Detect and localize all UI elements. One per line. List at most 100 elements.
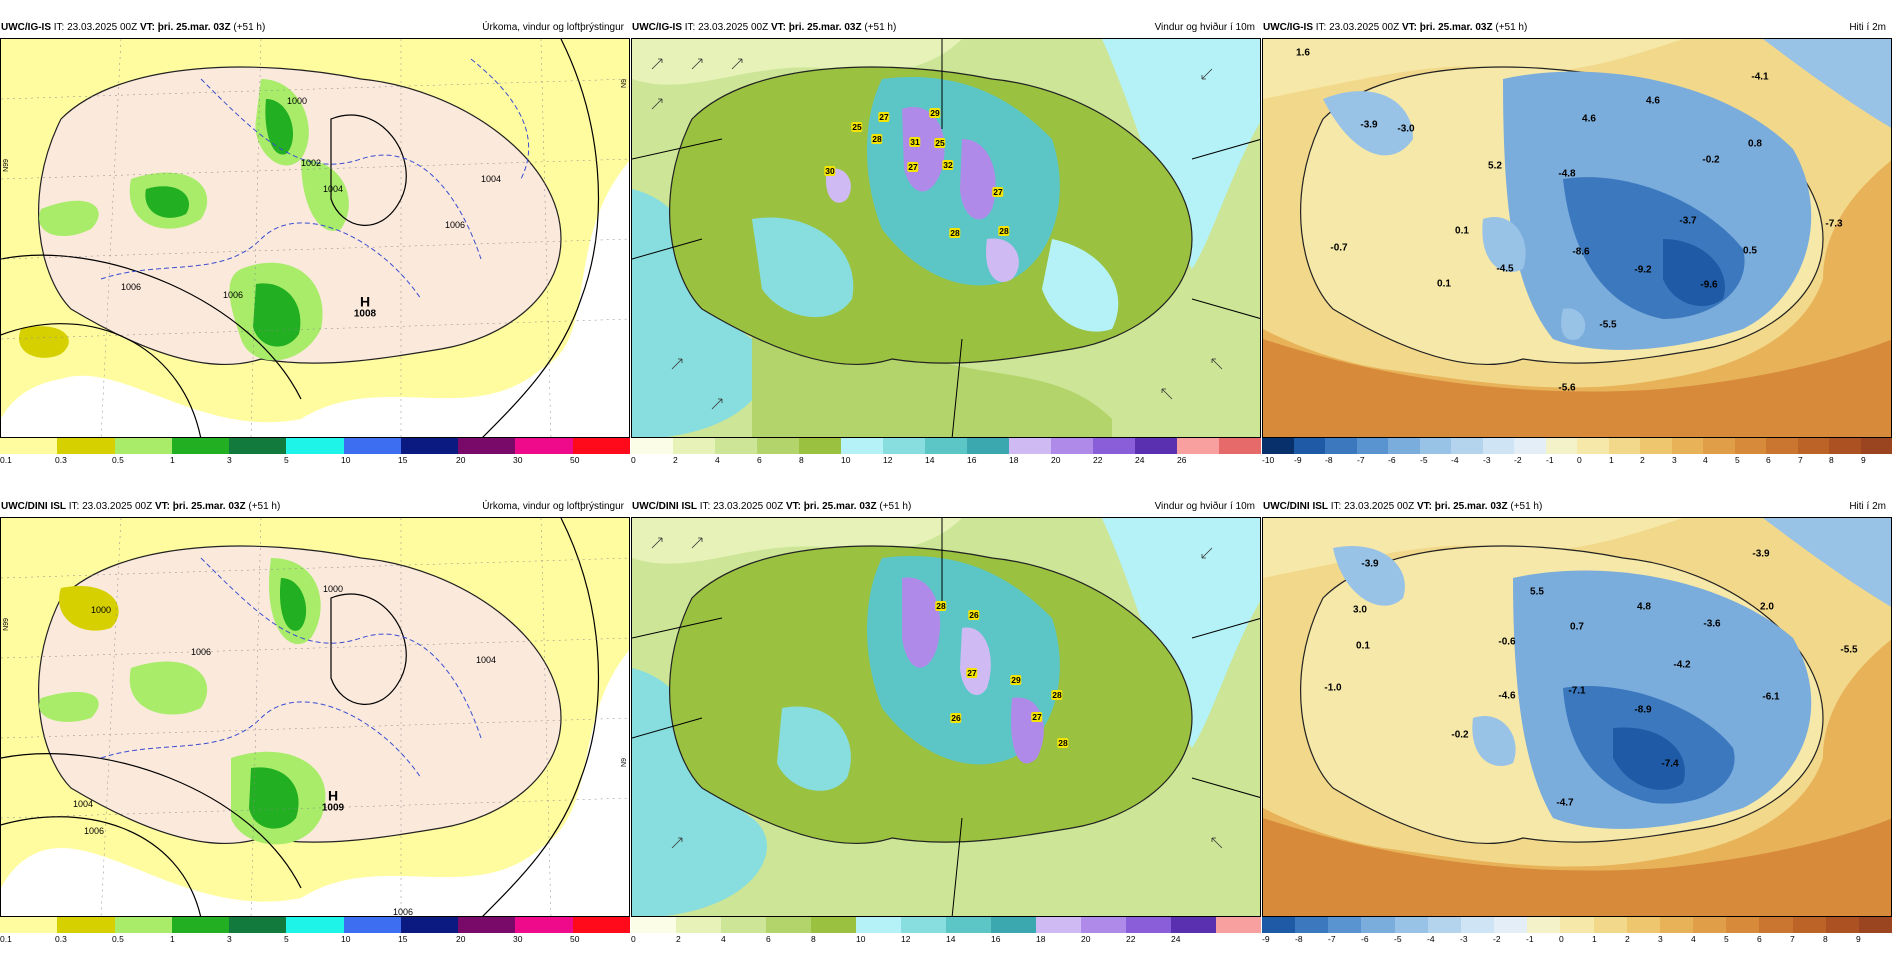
colorbar-swatches: [631, 438, 1261, 454]
vt-label: VT:: [1401, 22, 1417, 33]
cb-swatch: [1460, 917, 1495, 933]
vt-label: VT:: [154, 501, 170, 512]
cb-label: 7: [1790, 934, 1795, 944]
header-left: UWC/DINI ISL IT: 23.03.2025 00Z VT: þri.…: [1263, 497, 1542, 517]
cb-swatch: [721, 917, 766, 933]
gust-label: 27: [907, 162, 919, 172]
gust-label: 27: [1031, 712, 1043, 722]
cb-swatch: [883, 438, 925, 454]
cb-label: 22: [1126, 934, 1136, 944]
cb-swatch: [673, 438, 715, 454]
temp-label: -0.2: [1451, 729, 1469, 741]
it-label: IT:: [68, 501, 80, 512]
temp-label: -4.2: [1673, 659, 1691, 671]
cb-label: 10: [856, 934, 866, 944]
cb-label: 2: [673, 455, 678, 465]
cb-label: 5: [1724, 934, 1729, 944]
cb-label: -4: [1427, 934, 1435, 944]
panel-title: Úrkoma, vindur og loftþrýstingur: [482, 22, 624, 33]
isobar-label: 1002: [300, 158, 322, 168]
cb-swatch: [631, 917, 676, 933]
vt-label: VT:: [139, 22, 155, 33]
it-value: 23.03.2025 00Z: [1329, 22, 1400, 33]
temp-map: 1.6 -4.1 -3.9 -3.0 4.6 4.6 0.8 5.2 -4.8 …: [1262, 38, 1892, 438]
cb-label: -4: [1451, 455, 1459, 465]
gust-label: 28: [998, 226, 1010, 236]
cb-label: 1: [170, 455, 175, 465]
panel-header: UWC/DINI ISL IT: 23.03.2025 00Z VT: þri.…: [1262, 497, 1892, 517]
wind-map: 25 27 29 28 31 25 30 27 32 27 28 28: [631, 38, 1261, 438]
temp-label: 3.0: [1353, 604, 1367, 616]
vt-label: VT:: [770, 22, 786, 33]
cb-swatch: [114, 917, 172, 933]
cb-swatch: [925, 438, 967, 454]
precip-map-svg: [1, 39, 629, 437]
cb-swatch: [991, 917, 1036, 933]
precip-map: H 1009 1000 1000 1004 1004 1006 1006 100…: [0, 517, 630, 917]
model-name: UWC/DINI ISL: [1263, 501, 1328, 512]
cb-label: 18: [1009, 455, 1019, 465]
panel-bottom-temp: UWC/DINI ISL IT: 23.03.2025 00Z VT: þri.…: [1262, 497, 1892, 957]
temp-map-svg: [1263, 518, 1891, 916]
cb-label: 16: [991, 934, 1001, 944]
cb-swatch: [458, 438, 516, 454]
cb-label: 1: [1609, 455, 1614, 465]
cb-label: 50: [570, 934, 580, 944]
colorbar-swatches: [0, 917, 630, 933]
cb-label: 14: [925, 455, 935, 465]
header-left: UWC/DINI ISL IT: 23.03.2025 00Z VT: þri.…: [1, 497, 280, 517]
cb-swatch: [946, 917, 991, 933]
high-pressure-center: H 1008: [354, 294, 376, 319]
lead-time: (+51 h): [233, 22, 266, 33]
cb-label: 20: [1081, 934, 1091, 944]
cb-swatch: [1394, 917, 1428, 933]
temp-label: -0.6: [1498, 636, 1516, 648]
cb-swatch: [1514, 438, 1546, 454]
cb-swatch: [1797, 438, 1829, 454]
vt-label: VT:: [785, 501, 801, 512]
cb-swatch: [1608, 438, 1640, 454]
high-pressure-value: 1008: [353, 308, 377, 320]
cb-swatch: [0, 917, 58, 933]
temp-colorbar: -10 -9 -8 -7 -6 -5 -4 -3 -2 -1 0 1 2 3 4…: [1262, 438, 1892, 470]
cb-label: 12: [883, 455, 893, 465]
vt-value: þri. 25.mar. 03Z: [788, 22, 862, 33]
cb-swatch: [841, 438, 883, 454]
cb-swatch: [1216, 917, 1261, 933]
cb-swatch: [766, 917, 811, 933]
panel-top-temp: UWC/IG-IS IT: 23.03.2025 00Z VT: þri. 25…: [1262, 18, 1892, 478]
cb-label: -7: [1328, 934, 1336, 944]
temp-label: -3.0: [1397, 123, 1415, 135]
colorbar-labels: -9 -8 -7 -6 -5 -4 -3 -2 -1 0 1 2 3 4 5 6…: [1262, 934, 1892, 946]
panel-title: Vindur og hviður í 10m: [1154, 501, 1255, 512]
colorbar-labels: 0.1 0.3 0.5 1 3 5 10 15 20 30 50: [0, 455, 630, 467]
cb-label: 8: [1823, 934, 1828, 944]
vt-value: þri. 25.mar. 03Z: [1419, 22, 1493, 33]
temp-label: -5.5: [1599, 319, 1617, 331]
lead-time: (+51 h): [248, 501, 281, 512]
high-letter: H: [327, 787, 339, 804]
cb-label: 15: [398, 934, 408, 944]
vt-value: þri. 25.mar. 03Z: [172, 501, 246, 512]
temp-label: -7.4: [1661, 758, 1679, 770]
temp-label: -9.2: [1634, 264, 1652, 276]
it-value: 23.03.2025 00Z: [1344, 501, 1415, 512]
cb-swatch: [1328, 917, 1362, 933]
colorbar-labels: -10 -9 -8 -7 -6 -5 -4 -3 -2 -1 0 1 2 3 4…: [1262, 455, 1892, 467]
high-pressure-center: H 1009: [322, 788, 344, 813]
isobar-label: 1006: [83, 826, 105, 836]
temp-label: -3.9: [1361, 558, 1379, 570]
cb-label: -3: [1460, 934, 1468, 944]
cb-swatch: [1659, 917, 1694, 933]
cb-swatch: [1494, 917, 1528, 933]
cb-label: 4: [721, 934, 726, 944]
temp-label: 2.0: [1760, 601, 1774, 613]
cb-swatch: [572, 917, 630, 933]
cb-swatch: [1858, 917, 1892, 933]
cb-swatch: [1726, 917, 1760, 933]
cb-swatch: [1703, 438, 1735, 454]
panel-title: Úrkoma, vindur og loftþrýstingur: [482, 501, 624, 512]
gust-label: 28: [871, 134, 883, 144]
temp-label: -6.1: [1762, 691, 1780, 703]
it-label: IT:: [684, 22, 696, 33]
